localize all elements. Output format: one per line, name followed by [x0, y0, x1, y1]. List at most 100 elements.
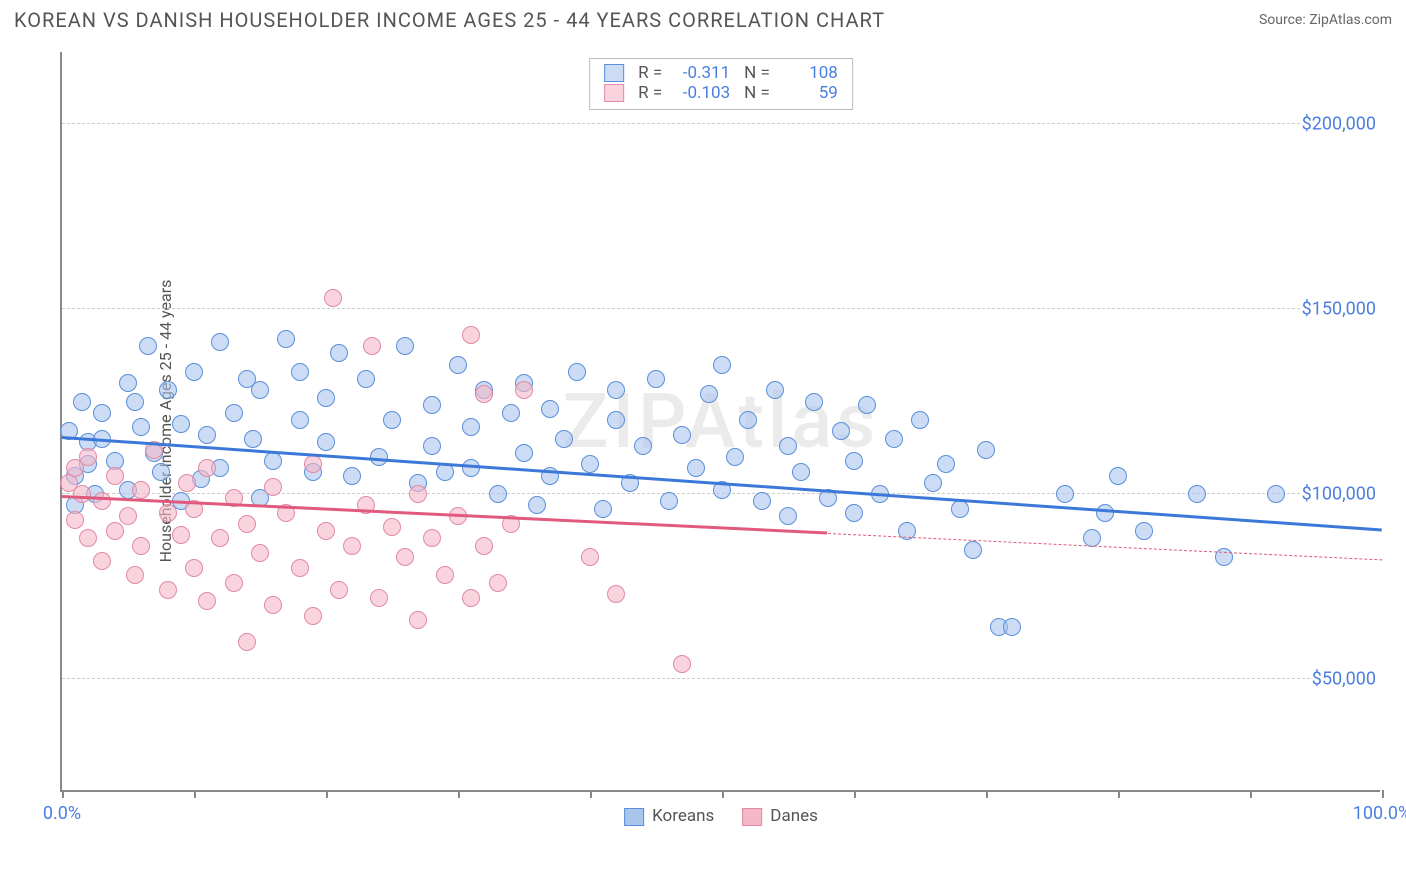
scatter-point [607, 411, 625, 429]
scatter-point [211, 333, 229, 351]
legend-swatch [624, 808, 644, 826]
scatter-point [106, 467, 124, 485]
scatter-point [449, 356, 467, 374]
scatter-point [634, 437, 652, 455]
scatter-point [951, 500, 969, 518]
scatter-point [159, 381, 177, 399]
scatter-point [159, 581, 177, 599]
scatter-point [225, 574, 243, 592]
scatter-point [845, 452, 863, 470]
scatter-point [964, 541, 982, 559]
scatter-point [211, 529, 229, 547]
scatter-point [251, 381, 269, 399]
scatter-point [462, 326, 480, 344]
scatter-point [515, 444, 533, 462]
x-tick [326, 790, 328, 798]
scatter-point [1188, 485, 1206, 503]
scatter-point [317, 389, 335, 407]
scatter-point [423, 529, 441, 547]
x-tick [62, 790, 64, 798]
scatter-point [489, 574, 507, 592]
scatter-point [423, 437, 441, 455]
scatter-point [291, 411, 309, 429]
scatter-point [317, 433, 335, 451]
scatter-point [198, 592, 216, 610]
scatter-point [673, 655, 691, 673]
legend-swatch [742, 808, 762, 826]
scatter-point [555, 430, 573, 448]
scatter-point [396, 548, 414, 566]
scatter-point [436, 566, 454, 584]
scatter-point [779, 507, 797, 525]
scatter-point [766, 381, 784, 399]
scatter-point [475, 385, 493, 403]
scatter-point [581, 548, 599, 566]
scatter-point [139, 337, 157, 355]
scatter-point [119, 374, 137, 392]
scatter-point [185, 363, 203, 381]
scatter-point [304, 455, 322, 473]
scatter-point [845, 504, 863, 522]
scatter-point [251, 544, 269, 562]
scatter-point [73, 393, 91, 411]
scatter-point [172, 526, 190, 544]
x-tick [986, 790, 988, 798]
legend-r-label: R = [638, 63, 662, 83]
scatter-point [673, 426, 691, 444]
legend-stats-row: R =-0.311N =108 [604, 63, 838, 83]
scatter-plot: Householder Income Ages 25 - 44 years ZI… [60, 52, 1380, 792]
scatter-point [1003, 618, 1021, 636]
scatter-point [489, 485, 507, 503]
scatter-point [304, 607, 322, 625]
scatter-point [73, 485, 91, 503]
scatter-point [713, 356, 731, 374]
scatter-point [383, 518, 401, 536]
scatter-point [1056, 485, 1074, 503]
scatter-point [93, 492, 111, 510]
scatter-point [937, 455, 955, 473]
scatter-point [462, 418, 480, 436]
scatter-point [858, 396, 876, 414]
scatter-point [528, 496, 546, 514]
scatter-point [291, 559, 309, 577]
scatter-point [126, 393, 144, 411]
scatter-point [409, 485, 427, 503]
scatter-point [93, 552, 111, 570]
legend-label: Koreans [652, 806, 714, 826]
scatter-point [324, 289, 342, 307]
scatter-point [119, 507, 137, 525]
title-bar: KOREAN VS DANISH HOUSEHOLDER INCOME AGES… [0, 0, 1406, 44]
y-tick-label: $150,000 [1302, 299, 1386, 320]
scatter-point [244, 430, 262, 448]
x-tick [1382, 790, 1384, 798]
scatter-point [264, 452, 282, 470]
scatter-point [317, 522, 335, 540]
x-tick-label: 0.0% [43, 803, 81, 824]
scatter-point [726, 448, 744, 466]
scatter-point [370, 589, 388, 607]
scatter-point [607, 585, 625, 603]
scatter-point [343, 467, 361, 485]
scatter-point [159, 504, 177, 522]
legend-stats-box: R =-0.311N =108R =-0.103N =59 [589, 58, 853, 110]
scatter-point [132, 537, 150, 555]
y-tick-label: $200,000 [1302, 114, 1386, 135]
scatter-point [238, 633, 256, 651]
x-tick [1250, 790, 1252, 798]
scatter-point [1267, 485, 1285, 503]
scatter-point [79, 529, 97, 547]
scatter-point [541, 400, 559, 418]
scatter-point [126, 566, 144, 584]
trend-line [828, 533, 1382, 560]
scatter-point [396, 337, 414, 355]
legend-swatch [604, 64, 624, 82]
scatter-point [66, 511, 84, 529]
scatter-point [225, 404, 243, 422]
scatter-point [330, 344, 348, 362]
legend-bottom: KoreansDanes [624, 806, 818, 826]
x-tick [590, 790, 592, 798]
scatter-point [594, 500, 612, 518]
scatter-point [330, 581, 348, 599]
legend-r-value: -0.311 [676, 63, 730, 83]
scatter-point [383, 411, 401, 429]
